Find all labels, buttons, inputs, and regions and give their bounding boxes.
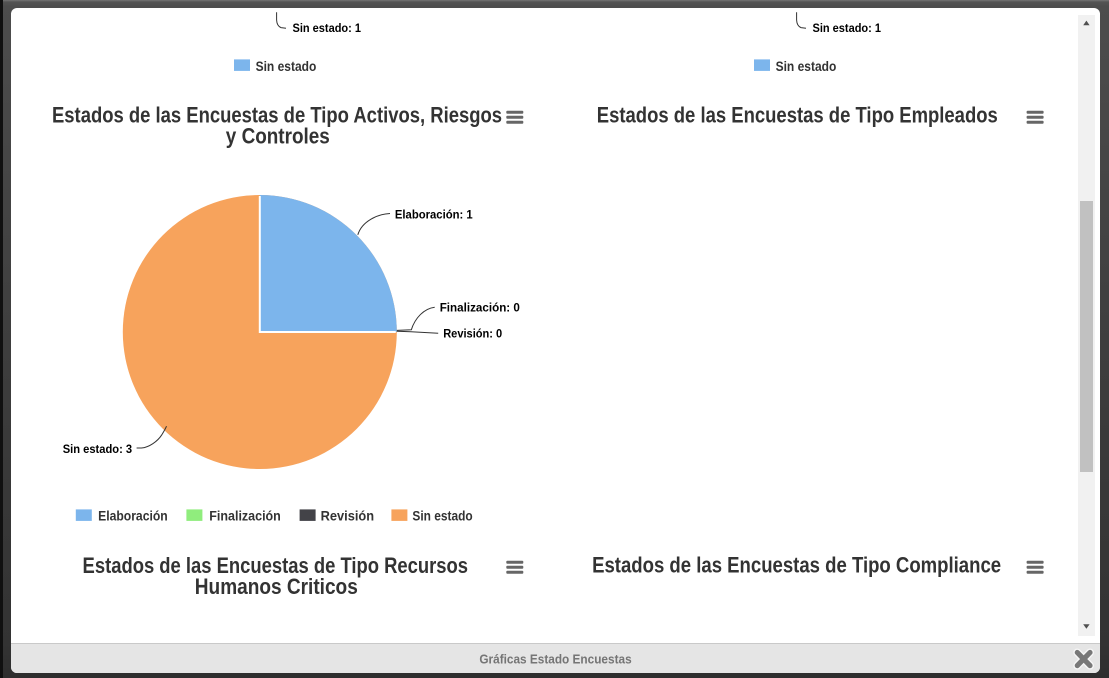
svg-text:Estados de las Encuestas de Ti: Estados de las Encuestas de Tipo Recurso… bbox=[83, 553, 469, 578]
svg-text:Sin estado: Sin estado bbox=[412, 507, 472, 523]
svg-text:Estados de las Encuestas de Ti: Estados de las Encuestas de Tipo Emplead… bbox=[597, 103, 998, 128]
svg-text:y Controles: y Controles bbox=[226, 124, 330, 149]
svg-text:Sin estado: Sin estado bbox=[776, 58, 837, 74]
svg-text:Elaboración: Elaboración bbox=[98, 507, 168, 523]
svg-text:Estados de las Encuestas de Ti: Estados de las Encuestas de Tipo Activos… bbox=[52, 103, 502, 128]
svg-text:Humanos Criticos: Humanos Criticos bbox=[195, 574, 358, 599]
svg-text:Estados de las Encuestas de Ti: Estados de las Encuestas de Tipo Complia… bbox=[592, 553, 1001, 578]
svg-text:Sin estado: Sin estado bbox=[256, 58, 317, 74]
svg-text:Finalización: Finalización bbox=[209, 507, 280, 523]
svg-text:Revisión: 0: Revisión: 0 bbox=[443, 327, 502, 341]
svg-text:Gráficas Estado Encuestas: Gráficas Estado Encuestas bbox=[479, 652, 631, 667]
svg-text:Finalización: 0: Finalización: 0 bbox=[440, 301, 521, 315]
svg-text:Revisión: Revisión bbox=[321, 507, 375, 523]
svg-text:Sin estado: 3: Sin estado: 3 bbox=[63, 442, 133, 456]
svg-text:Sin estado: 1: Sin estado: 1 bbox=[293, 21, 362, 35]
svg-text:Sin estado: 1: Sin estado: 1 bbox=[813, 21, 882, 35]
svg-text:Elaboración: 1: Elaboración: 1 bbox=[395, 207, 473, 221]
